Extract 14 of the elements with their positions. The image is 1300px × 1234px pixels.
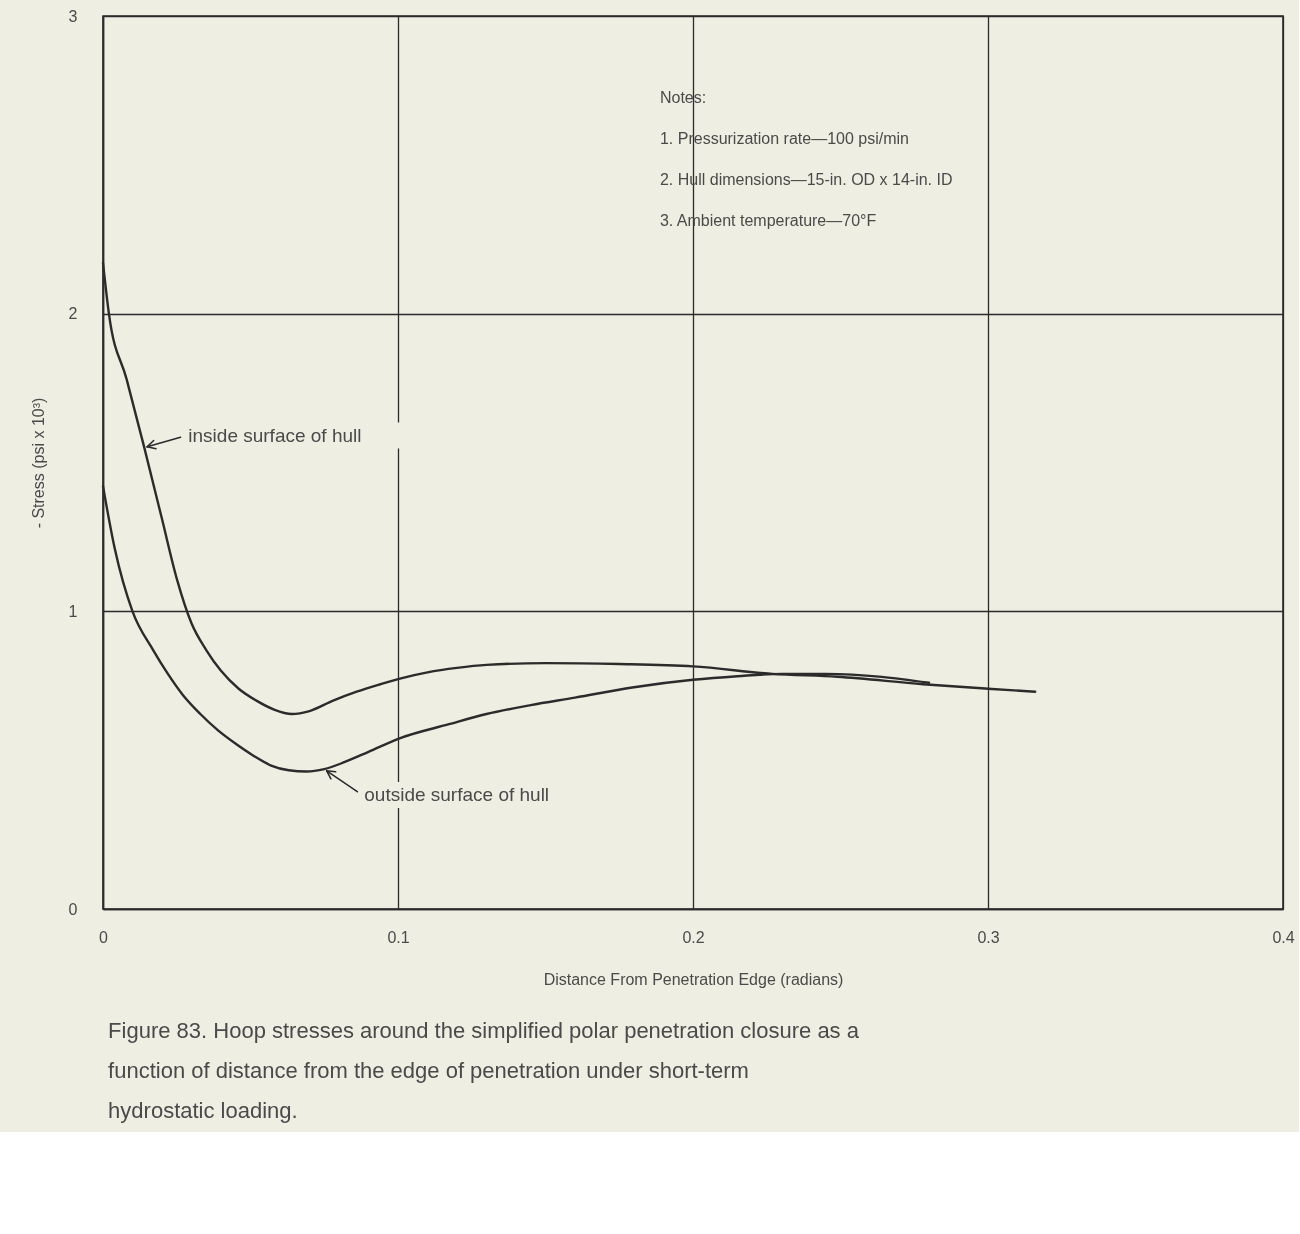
y-tick-label: 2 (68, 305, 78, 323)
x-tick-label: 0 (99, 928, 109, 946)
text: Figure 83. Hoop stresses around the simplified polar penetration closure as a function of distance from the edge of penetration under short-term hydrostatic loading. (108, 1018, 860, 1123)
x-tick-label: 0.4 (1272, 928, 1295, 946)
x-axis-title: Distance From Penetration Edge (radians) (543, 970, 844, 988)
y-tick-label: 0 (68, 900, 78, 918)
y-tick-label: 1 (68, 602, 78, 620)
series-label: outside surface of hull (364, 784, 550, 806)
x-tick-label: 0.3 (977, 928, 1000, 946)
legend-label: inside surface of hull (188, 424, 362, 446)
x-tick-label: 0.2 (682, 928, 705, 946)
y-tick-label: 3 (68, 7, 78, 25)
y-axis-title: - Stress (psi x 10³) (29, 397, 47, 529)
x-tick-label: 0.1 (387, 928, 410, 946)
